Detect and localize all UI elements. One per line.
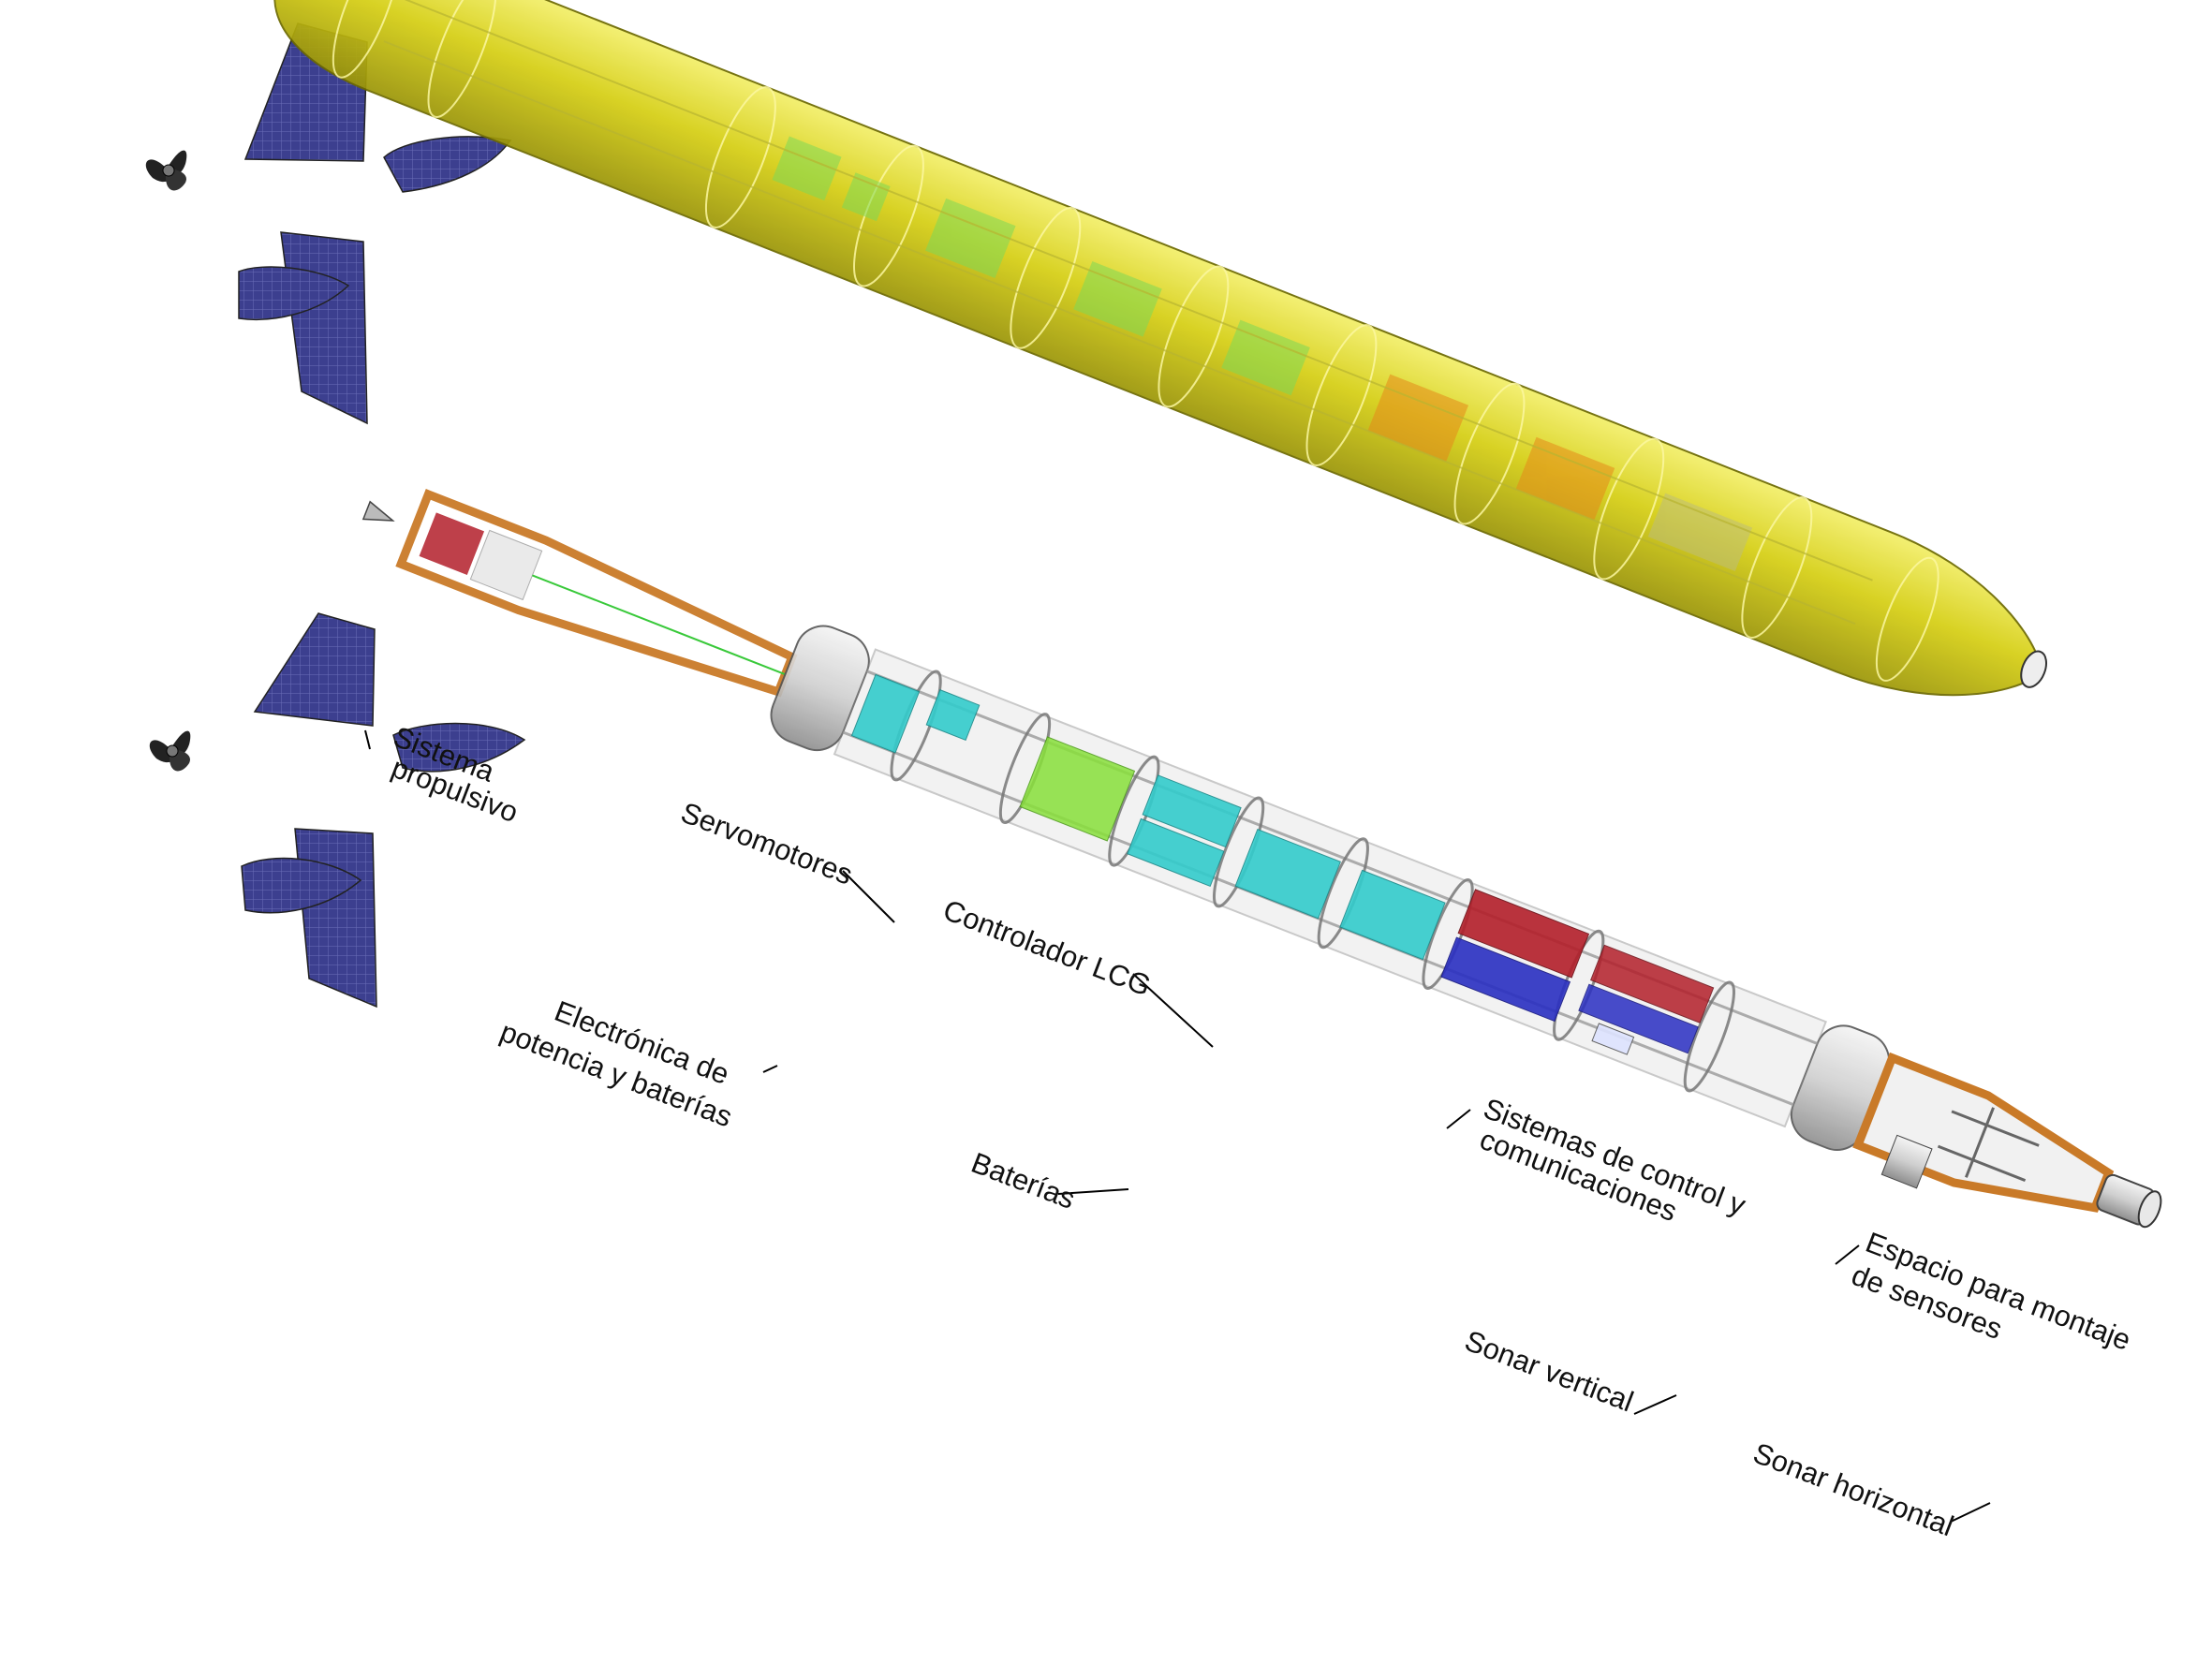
- servomotors-module: [1019, 736, 1136, 842]
- lower-fin: [280, 231, 368, 425]
- control-communications-module: [1440, 889, 1715, 1055]
- side-fin-upper: [383, 136, 512, 193]
- leader-lines: [364, 729, 1991, 1523]
- label-lcg-controller: Controlador LCG: [938, 893, 1155, 1003]
- lower-fin: [294, 828, 377, 1009]
- batteries-module: [1234, 829, 1446, 961]
- label-sonar-vertical: Sonar vertical: [1460, 1324, 1637, 1419]
- side-fin-lower: [238, 266, 350, 320]
- sonar-vertical: [1880, 1134, 1933, 1189]
- power-electronics-batteries: [850, 673, 981, 754]
- propeller-icon: [145, 150, 187, 191]
- label-batteries: Baterías: [966, 1146, 1079, 1215]
- label-sonar-horizontal: Sonar horizontal: [1748, 1436, 1957, 1543]
- side-fin-lower: [241, 857, 362, 914]
- upper-fin: [253, 612, 376, 727]
- propeller-icon: [149, 730, 191, 772]
- internal-layout-vehicle: [149, 489, 2162, 1229]
- assembled-vehicle: [145, 0, 2047, 697]
- label-servomotors: Servomotores: [676, 796, 857, 891]
- lcg-controller-module: [1127, 774, 1242, 888]
- side-fin-upper: [392, 722, 526, 773]
